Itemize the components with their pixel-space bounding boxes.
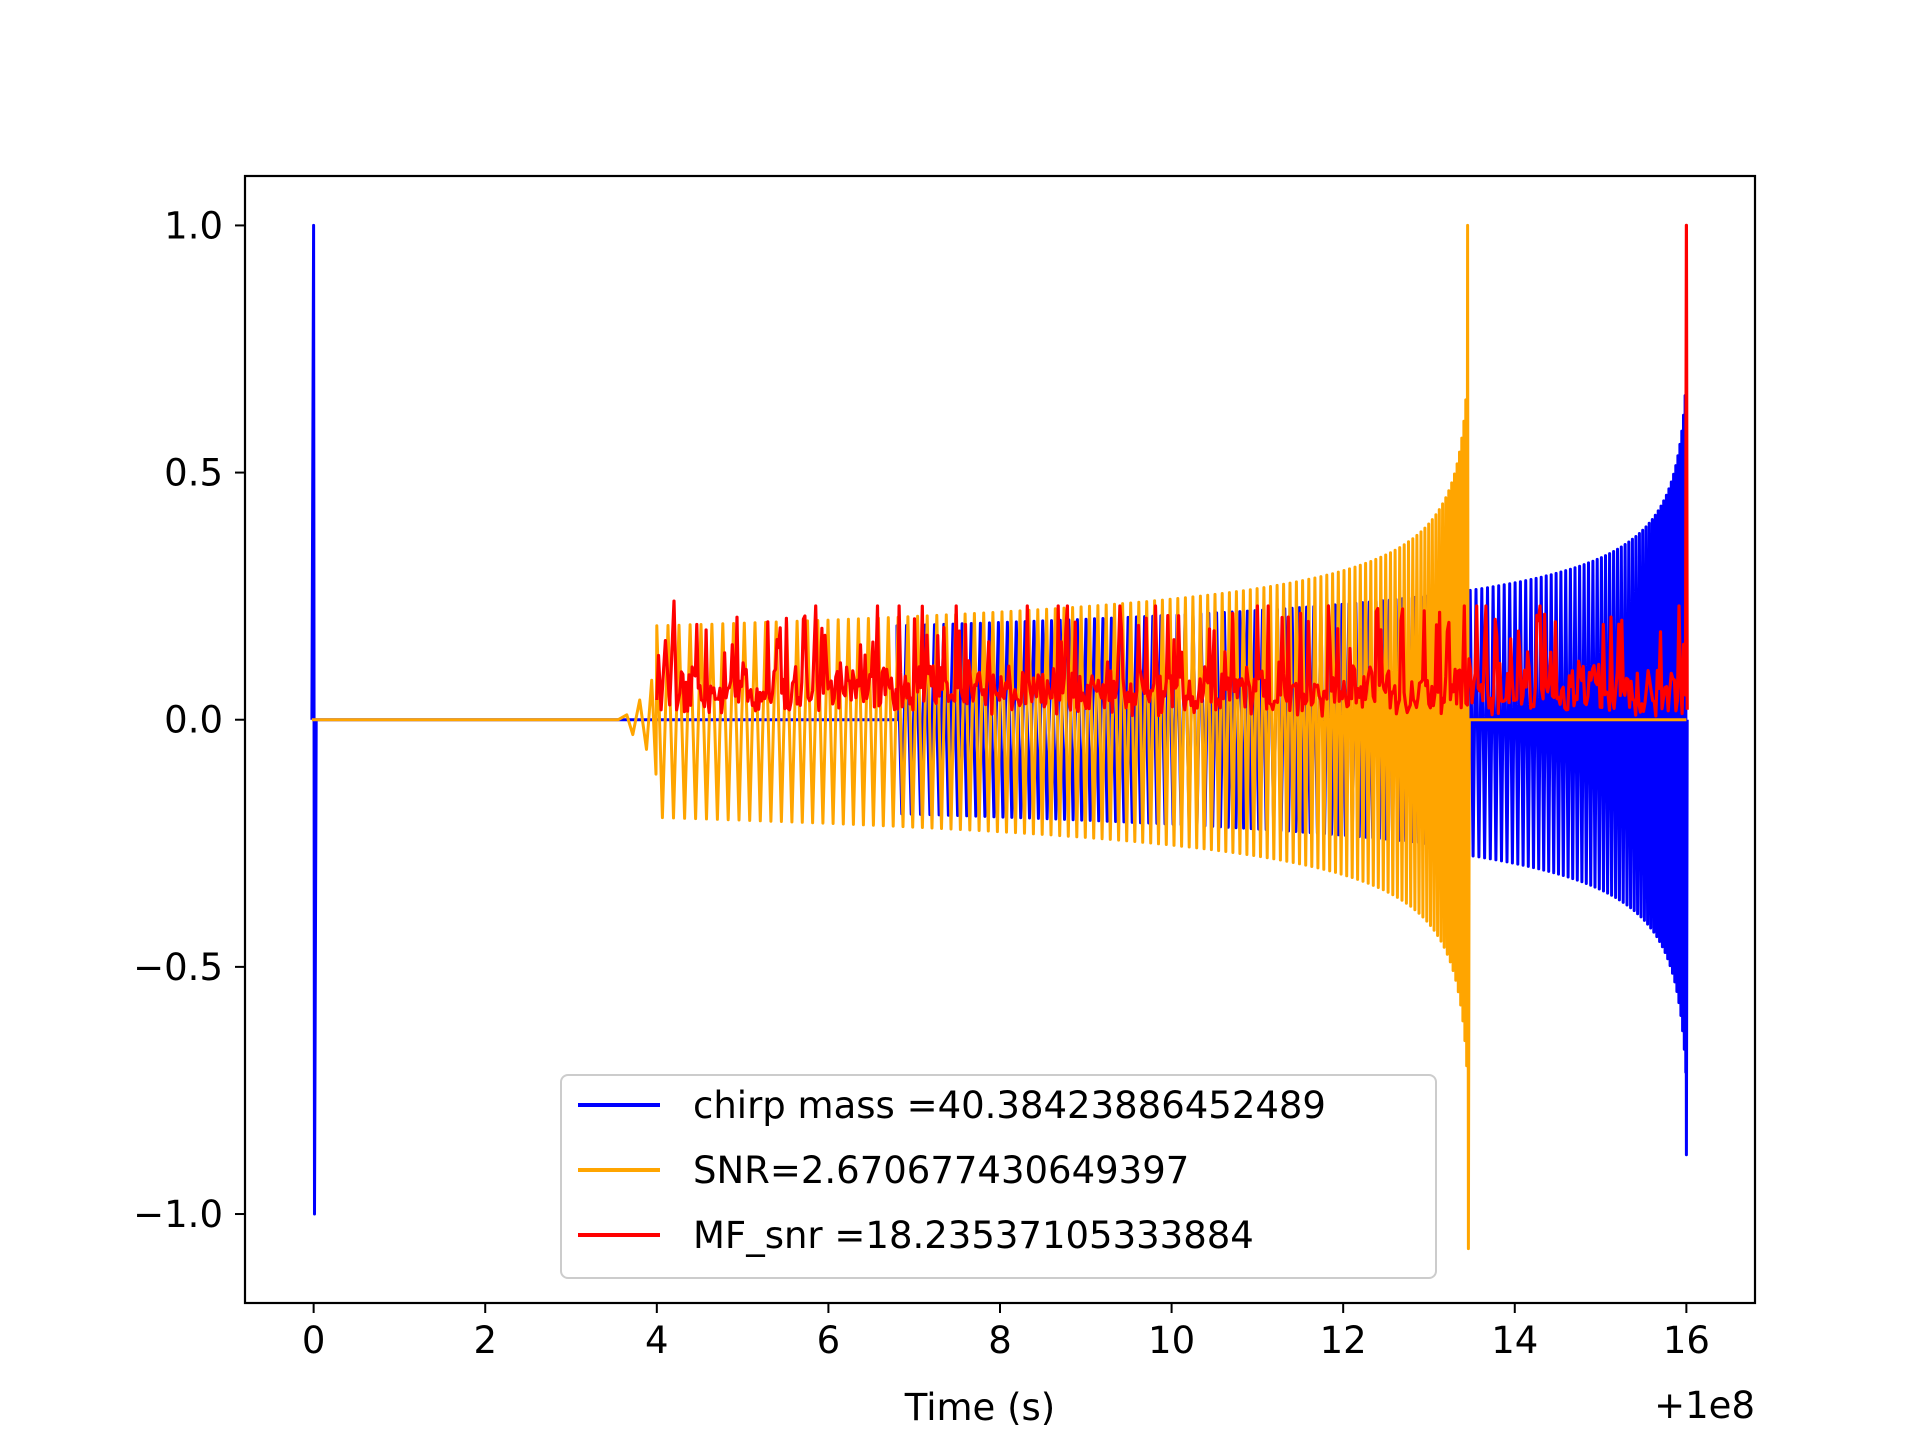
y-tick-label: 1.0 xyxy=(164,204,223,247)
series-line-2 xyxy=(311,223,1687,1251)
x-tick-label: 2 xyxy=(473,1319,497,1362)
x-axis-label: Time (s) xyxy=(904,1386,1055,1429)
x-tick-label: 16 xyxy=(1663,1319,1710,1362)
series-layer xyxy=(310,223,1689,1251)
legend-label: MF_snr =18.23537105333884 xyxy=(693,1214,1254,1257)
x-tick-label: 8 xyxy=(988,1319,1012,1362)
y-ticks: −1.0 −0.5 0.0 0.5 1.0 xyxy=(133,204,245,1236)
x-tick-label: 12 xyxy=(1320,1319,1367,1362)
legend-label: chirp mass =40.38423886452489 xyxy=(693,1084,1326,1127)
y-tick-label: 0.5 xyxy=(164,452,223,495)
legend-box xyxy=(560,1074,1437,1279)
y-tick-label: −0.5 xyxy=(133,946,223,989)
legend-entries: chirp mass =40.38423886452489 SNR=2.67067… xyxy=(578,1084,1326,1257)
series-line-3 xyxy=(655,223,1689,718)
y-tick-label: −1.0 xyxy=(133,1193,223,1236)
x-ticks: 0 2 4 6 8 10 12 14 16 xyxy=(302,1303,1710,1362)
x-tick-label: 6 xyxy=(817,1319,841,1362)
x-tick-label: 14 xyxy=(1491,1319,1538,1362)
legend-label: SNR=2.670677430649397 xyxy=(693,1149,1189,1192)
x-axis-offset-label: +1e8 xyxy=(1654,1384,1755,1427)
legend: chirp mass =40.38423886452489 SNR=2.67067… xyxy=(560,1074,1437,1279)
x-tick-label: 10 xyxy=(1148,1319,1195,1362)
x-tick-label: 4 xyxy=(645,1319,669,1362)
y-tick-label: 0.0 xyxy=(164,699,223,742)
x-tick-label: 0 xyxy=(302,1319,326,1362)
